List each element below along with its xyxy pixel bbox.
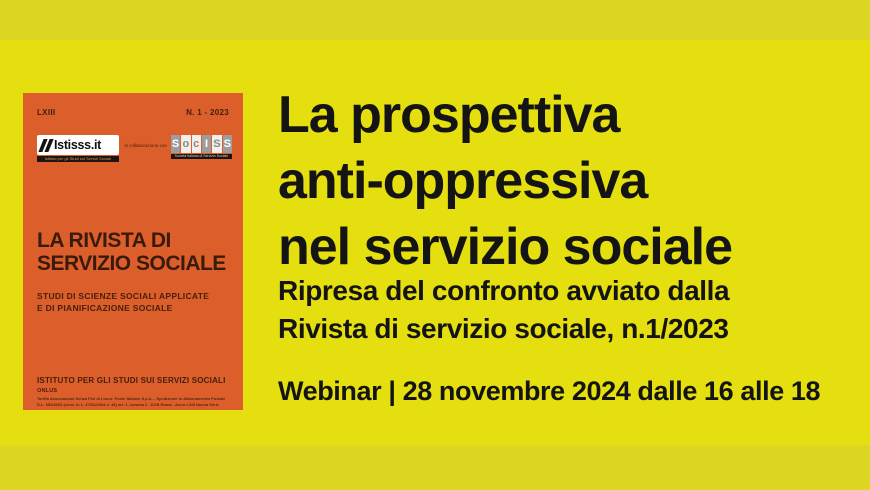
istisss-stripes-icon: [38, 138, 54, 152]
collaboration-text: in collaborazione con: [124, 143, 167, 148]
cover-institute-block: ISTITUTO PER GLI STUDI SUI SERVIZI SOCIA…: [37, 376, 235, 407]
cover-logos-row: Istisss.it Istituto per gli Studi sui Se…: [37, 135, 232, 162]
istisss-logo-box: Istisss.it: [37, 135, 119, 155]
sociss-letter-tile: I: [201, 135, 212, 153]
event-subtitle-line2: Rivista di servizio sociale, n.1/2023: [278, 313, 729, 344]
event-title-line1: La prospettiva: [278, 86, 620, 144]
istisss-logo-text: Istisss.it: [54, 138, 102, 152]
sociss-letter-tile: o: [181, 135, 191, 153]
event-title-line2: anti-oppressiva: [278, 152, 648, 210]
sociss-letter-tile: S: [222, 135, 232, 153]
event-title-line3: nel servizio sociale: [278, 218, 733, 276]
cover-volume: LXIII: [37, 108, 56, 117]
cover-title-line2: SERVIZIO SOCIALE: [37, 252, 226, 275]
cover-subtitle-line1: STUDI DI SCIENZE SOCIALI APPLICATE: [37, 291, 210, 301]
cover-meta-row: LXIII N. 1 - 2023: [37, 108, 229, 117]
event-subtitle-line1: Ripresa del confronto avviato dalla: [278, 275, 730, 306]
cover-subtitle-line2: E DI PIANIFICAZIONE SOCIALE: [37, 303, 173, 313]
sociss-letter-tile: c: [191, 135, 201, 153]
sociss-logo-tiles: S o c I S S: [170, 135, 232, 153]
istisss-logo: Istisss.it Istituto per gli Studi sui Se…: [37, 135, 119, 162]
journal-cover: LXIII N. 1 - 2023 Istisss.it Istituto pe…: [23, 93, 243, 410]
institute-suffix: ONLUS: [37, 388, 58, 394]
fine-print-line1: Tariffa Associazioni Senza Fini di Lucro…: [37, 396, 226, 401]
istisss-tagline: Istituto per gli Studi sui Servizi Socia…: [37, 156, 119, 162]
event-title: La prospettiva anti-oppressiva nel servi…: [278, 82, 733, 280]
cover-title: LA RIVISTA DI SERVIZIO SOCIALE: [37, 229, 235, 275]
cover-subtitle: STUDI DI SCIENZE SOCIALI APPLICATE E DI …: [37, 290, 235, 314]
cover-issue: N. 1 - 2023: [186, 108, 229, 117]
institute-name-text: ISTITUTO PER GLI STUDI SUI SERVIZI SOCIA…: [37, 376, 226, 385]
fine-print-line2: D.L. 353/2003 (conv. in L. 27/02/2004 n.…: [37, 401, 220, 407]
cover-fine-print: Tariffa Associazioni Senza Fini di Lucro…: [37, 396, 235, 407]
event-subtitle: Ripresa del confronto avviato dalla Rivi…: [278, 272, 730, 348]
sociss-letter-tile: S: [170, 135, 181, 153]
sociss-letter-tile: S: [212, 135, 222, 153]
institute-name: ISTITUTO PER GLI STUDI SUI SERVIZI SOCIA…: [37, 376, 235, 394]
sociss-logo: S o c I S S Società Italiana di Servizio…: [170, 135, 232, 159]
cover-title-line1: LA RIVISTA DI: [37, 229, 171, 252]
event-date-info: Webinar | 28 novembre 2024 dalle 16 alle…: [278, 376, 821, 406]
sociss-tagline: Società Italiana di Servizio Sociale: [170, 154, 232, 159]
